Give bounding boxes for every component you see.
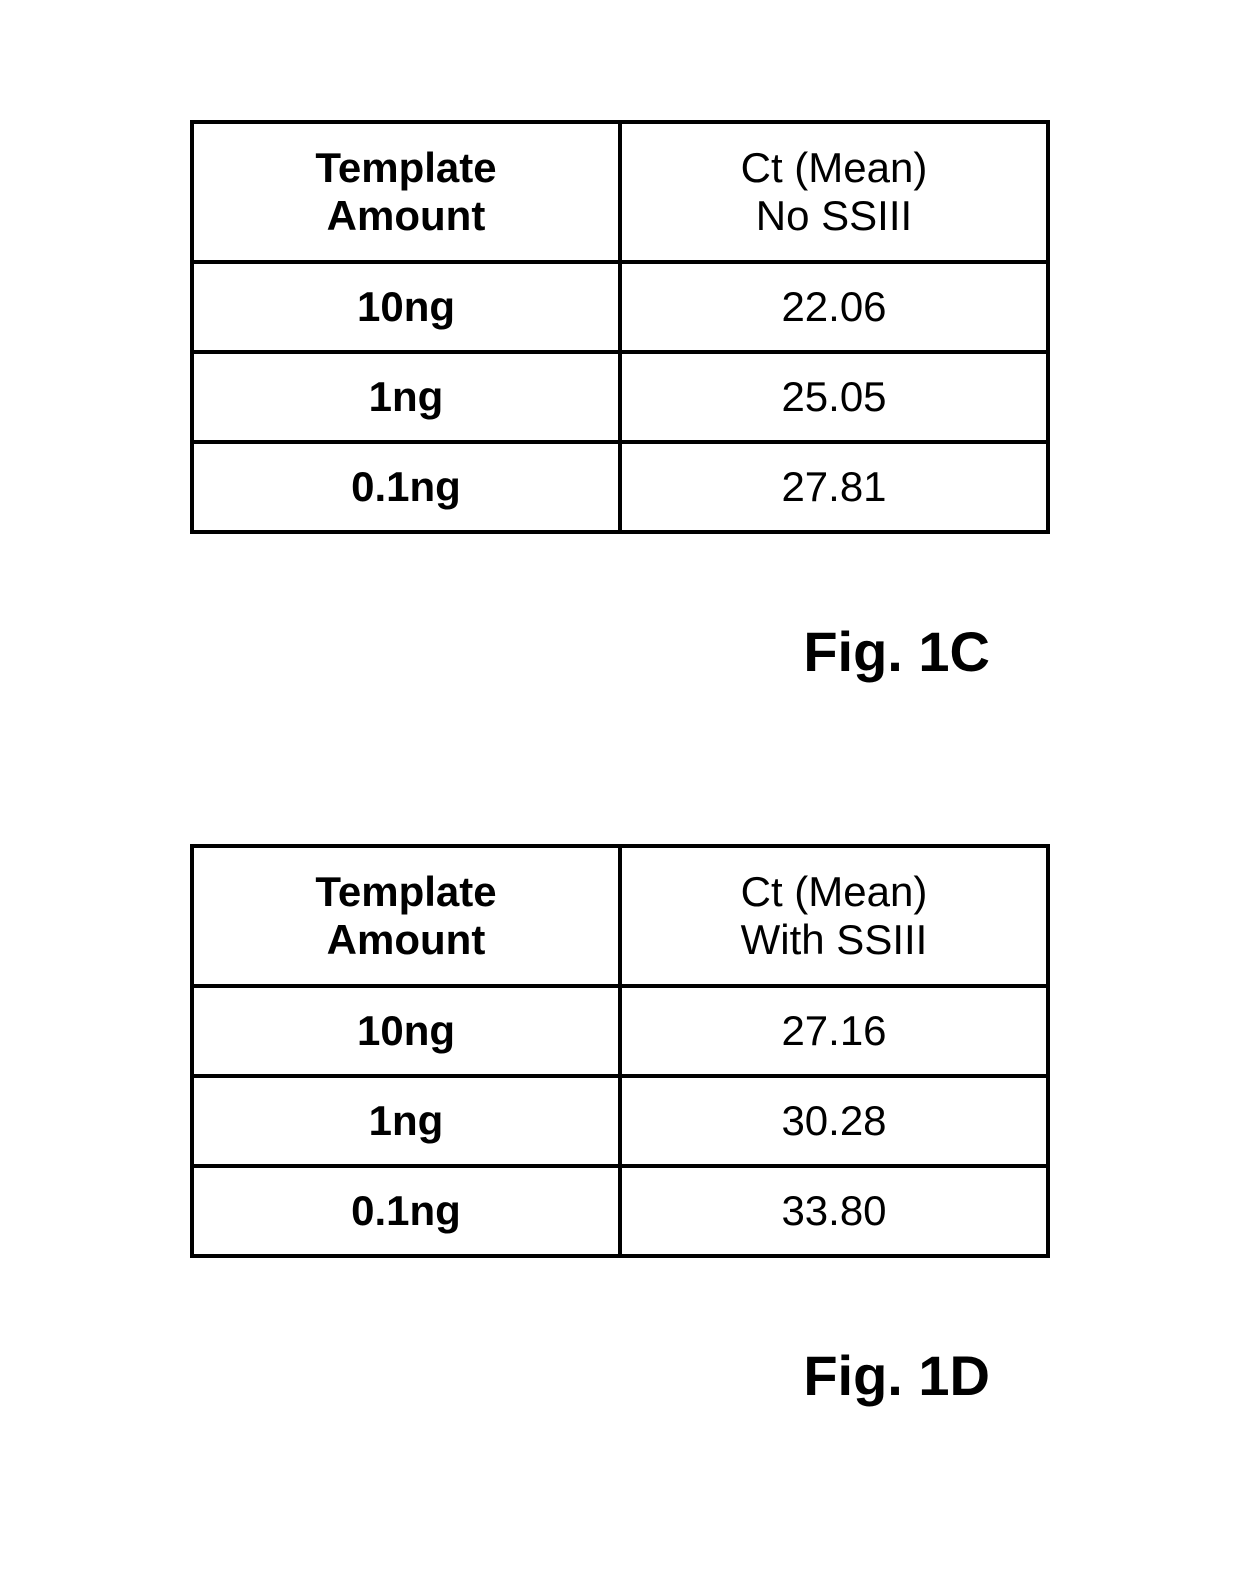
cell-value: 0.1ng <box>351 463 461 510</box>
figure-1c-caption: Fig. 1C <box>140 619 1100 684</box>
header-label: Ct (Mean)No SSIII <box>741 144 928 239</box>
table-row: 1ng 25.05 <box>192 352 1048 442</box>
header-template-amount: TemplateAmount <box>192 122 620 262</box>
cell-value: 1ng <box>369 373 444 420</box>
table-header-row: TemplateAmount Ct (Mean)With SSIII <box>192 846 1048 986</box>
figure-1c-table: TemplateAmount Ct (Mean)No SSIII 10ng 22… <box>190 120 1050 534</box>
header-ct-with-ssiii: Ct (Mean)With SSIII <box>620 846 1048 986</box>
cell-value: 10ng <box>357 283 455 330</box>
cell-value: 1ng <box>369 1097 444 1144</box>
table-row: 10ng 22.06 <box>192 262 1048 352</box>
table-row: 10ng 27.16 <box>192 986 1048 1076</box>
cell-ct: 22.06 <box>620 262 1048 352</box>
cell-value: 22.06 <box>781 283 886 330</box>
cell-ct: 27.16 <box>620 986 1048 1076</box>
cell-value: 33.80 <box>781 1187 886 1234</box>
cell-template: 0.1ng <box>192 442 620 532</box>
header-label: Ct (Mean)With SSIII <box>741 868 928 963</box>
header-ct-no-ssiii: Ct (Mean)No SSIII <box>620 122 1048 262</box>
cell-ct: 33.80 <box>620 1166 1048 1256</box>
table-row: 0.1ng 33.80 <box>192 1166 1048 1256</box>
cell-template: 1ng <box>192 352 620 442</box>
figure-1c-group: TemplateAmount Ct (Mean)No SSIII 10ng 22… <box>140 120 1100 684</box>
cell-ct: 30.28 <box>620 1076 1048 1166</box>
table-row: 1ng 30.28 <box>192 1076 1048 1166</box>
figure-1d-table: TemplateAmount Ct (Mean)With SSIII 10ng … <box>190 844 1050 1258</box>
caption-text: Fig. 1C <box>803 620 990 683</box>
header-label: TemplateAmount <box>315 144 496 239</box>
cell-ct: 27.81 <box>620 442 1048 532</box>
figure-1d-group: TemplateAmount Ct (Mean)With SSIII 10ng … <box>140 844 1100 1408</box>
caption-text: Fig. 1D <box>803 1344 990 1407</box>
table-header-row: TemplateAmount Ct (Mean)No SSIII <box>192 122 1048 262</box>
cell-value: 27.16 <box>781 1007 886 1054</box>
header-label: TemplateAmount <box>315 868 496 963</box>
cell-value: 0.1ng <box>351 1187 461 1234</box>
figure-1d-caption: Fig. 1D <box>140 1343 1100 1408</box>
cell-value: 27.81 <box>781 463 886 510</box>
cell-template: 10ng <box>192 986 620 1076</box>
cell-template: 10ng <box>192 262 620 352</box>
cell-template: 1ng <box>192 1076 620 1166</box>
cell-value: 30.28 <box>781 1097 886 1144</box>
header-template-amount: TemplateAmount <box>192 846 620 986</box>
cell-ct: 25.05 <box>620 352 1048 442</box>
cell-value: 10ng <box>357 1007 455 1054</box>
table-row: 0.1ng 27.81 <box>192 442 1048 532</box>
cell-template: 0.1ng <box>192 1166 620 1256</box>
cell-value: 25.05 <box>781 373 886 420</box>
